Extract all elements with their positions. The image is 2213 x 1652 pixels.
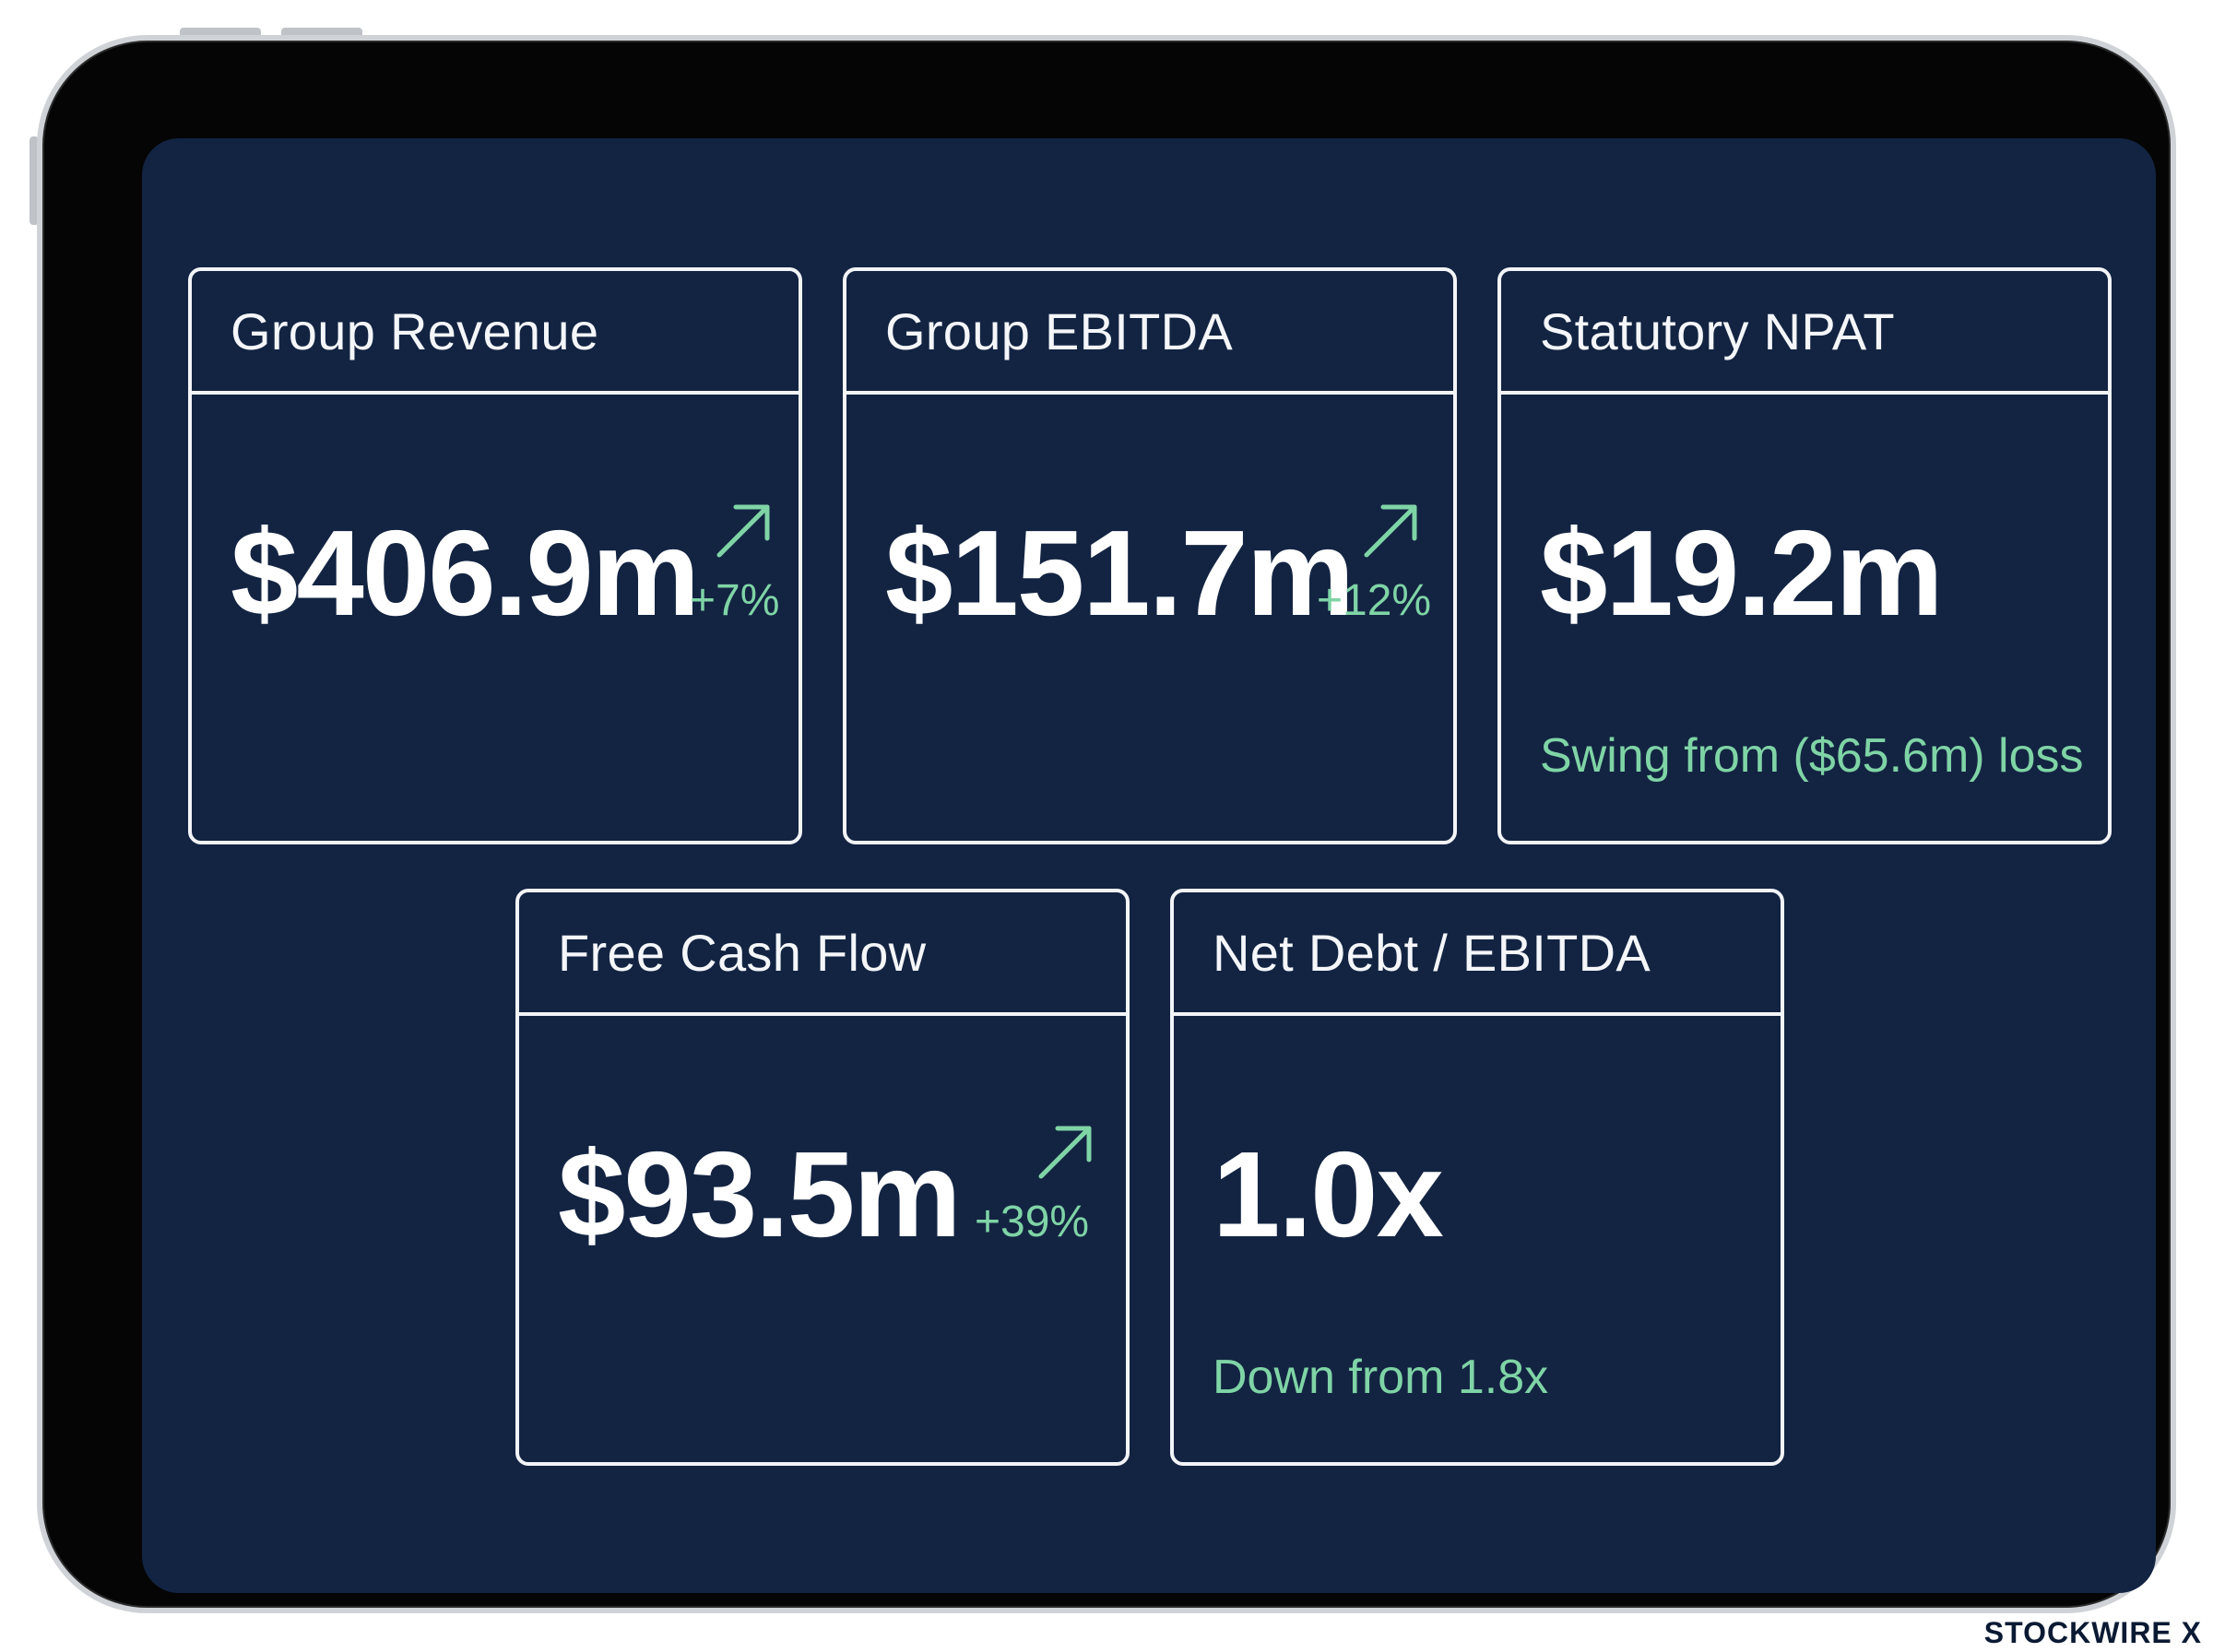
trend-up-arrow-icon [1038, 1126, 1092, 1179]
card-title: Group EBITDA [885, 301, 1234, 360]
dashboard-screen: Group Revenue $406.9m +7% Group EBITDA $… [142, 138, 2156, 1593]
card-header: Group EBITDA [846, 271, 1453, 395]
tablet-frame: Group Revenue $406.9m +7% Group EBITDA $… [37, 35, 2176, 1613]
metric-value: $151.7m [885, 505, 1355, 641]
metric-card-group-ebitda: Group EBITDA $151.7m +12% [843, 267, 1457, 844]
card-header: Group Revenue [192, 271, 799, 395]
card-body: $19.2m Swing from ($65.6m) loss [1501, 395, 2108, 844]
metric-card-statutory-npat: Statutory NPAT $19.2m Swing from ($65.6m… [1497, 267, 2112, 844]
brand-logo: STOCKWIRE X [1983, 1616, 2202, 1649]
metric-value: $93.5m [558, 1127, 962, 1262]
card-header: Statutory NPAT [1501, 271, 2108, 395]
card-body: 1.0x Down from 1.8x [1174, 1016, 1781, 1466]
metric-card-net-debt-ebitda: Net Debt / EBITDA 1.0x Down from 1.8x [1170, 889, 1784, 1466]
card-header: Free Cash Flow [519, 892, 1126, 1016]
change-percent: +7% [690, 576, 780, 625]
metric-note: Swing from ($65.6m) loss [1540, 729, 2084, 783]
change-percent: +39% [975, 1198, 1090, 1246]
metric-value: $19.2m [1540, 505, 1944, 641]
metric-value: 1.0x [1213, 1127, 1444, 1262]
trend-up-arrow-icon [1364, 504, 1417, 558]
metric-note: Down from 1.8x [1213, 1351, 1549, 1404]
side-button [30, 136, 39, 225]
change-percent: +12% [1317, 576, 1432, 625]
card-title: Free Cash Flow [558, 923, 927, 982]
card-header: Net Debt / EBITDA [1174, 892, 1781, 1016]
card-title: Group Revenue [231, 301, 599, 360]
card-title: Net Debt / EBITDA [1213, 923, 1651, 982]
metric-card-group-revenue: Group Revenue $406.9m +7% [188, 267, 802, 844]
card-body: $93.5m +39% [519, 1016, 1126, 1466]
metric-card-free-cash-flow: Free Cash Flow $93.5m +39% [515, 889, 1130, 1466]
card-title: Statutory NPAT [1540, 301, 1895, 360]
card-body: $151.7m +12% [846, 395, 1453, 844]
trend-up-arrow-icon [716, 504, 770, 558]
metric-value: $406.9m [231, 505, 700, 641]
card-body: $406.9m +7% [192, 395, 799, 844]
